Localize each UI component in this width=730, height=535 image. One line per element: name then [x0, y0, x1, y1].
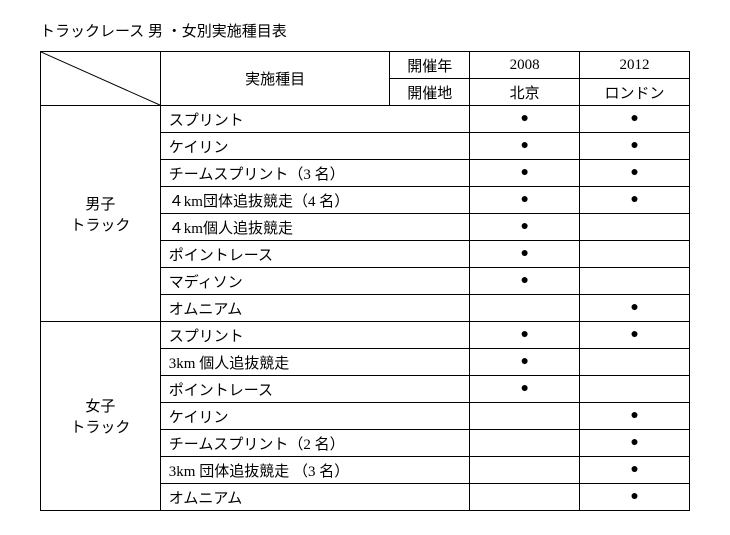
year-label: 開催年	[390, 52, 470, 79]
category-women-line1: 女子	[49, 395, 152, 416]
table-row: 男子 トラック スプリント ● ●	[41, 106, 690, 133]
diagonal-line-icon	[41, 52, 160, 105]
event-header: 実施種目	[160, 52, 390, 106]
mark-cell	[580, 349, 690, 376]
mark-cell: ●	[470, 349, 580, 376]
event-cell: 3km 個人追抜競走	[160, 349, 469, 376]
event-cell: ４km団体追抜競走（4 名）	[160, 187, 469, 214]
mark-cell: ●	[580, 160, 690, 187]
mark-cell	[470, 295, 580, 322]
mark-cell: ●	[470, 241, 580, 268]
mark-cell: ●	[470, 187, 580, 214]
year-2012: 2012	[580, 52, 690, 79]
mark-cell	[580, 214, 690, 241]
event-cell: ポイントレース	[160, 241, 469, 268]
mark-cell: ●	[470, 268, 580, 295]
event-cell: ４km個人追抜競走	[160, 214, 469, 241]
mark-cell	[470, 430, 580, 457]
mark-cell: ●	[580, 106, 690, 133]
event-cell: スプリント	[160, 322, 469, 349]
category-women: 女子 トラック	[41, 322, 161, 511]
category-men-line1: 男子	[49, 193, 152, 214]
diagonal-header-cell	[41, 52, 161, 106]
venue-2008: 北京	[470, 79, 580, 106]
event-cell: 3km 団体追抜競走 （3 名）	[160, 457, 469, 484]
mark-cell	[470, 484, 580, 511]
category-men-line2: トラック	[49, 214, 152, 235]
table-row: 女子 トラック スプリント ● ●	[41, 322, 690, 349]
event-cell: ポイントレース	[160, 376, 469, 403]
page-title: トラックレース 男 ・女別実施種目表	[40, 20, 690, 41]
mark-cell: ●	[580, 295, 690, 322]
mark-cell: ●	[470, 133, 580, 160]
mark-cell: ●	[470, 160, 580, 187]
events-table: 実施種目 開催年 2008 2012 開催地 北京 ロンドン 男子 トラック ス…	[40, 51, 690, 511]
mark-cell	[580, 376, 690, 403]
event-cell: ケイリン	[160, 133, 469, 160]
mark-cell: ●	[470, 106, 580, 133]
mark-cell: ●	[470, 322, 580, 349]
event-cell: オムニアム	[160, 295, 469, 322]
venue-label: 開催地	[390, 79, 470, 106]
mark-cell: ●	[470, 376, 580, 403]
category-men: 男子 トラック	[41, 106, 161, 322]
event-cell: ケイリン	[160, 403, 469, 430]
mark-cell: ●	[470, 214, 580, 241]
category-women-line2: トラック	[49, 416, 152, 437]
mark-cell: ●	[580, 322, 690, 349]
event-cell: マディソン	[160, 268, 469, 295]
mark-cell	[580, 268, 690, 295]
mark-cell: ●	[580, 133, 690, 160]
header-row-1: 実施種目 開催年 2008 2012	[41, 52, 690, 79]
mark-cell: ●	[580, 430, 690, 457]
event-cell: チームスプリント（3 名）	[160, 160, 469, 187]
mark-cell	[580, 241, 690, 268]
mark-cell: ●	[580, 484, 690, 511]
mark-cell	[470, 457, 580, 484]
mark-cell: ●	[580, 457, 690, 484]
mark-cell: ●	[580, 187, 690, 214]
mark-cell: ●	[580, 403, 690, 430]
event-cell: チームスプリント（2 名）	[160, 430, 469, 457]
year-2008: 2008	[470, 52, 580, 79]
venue-2012: ロンドン	[580, 79, 690, 106]
event-cell: スプリント	[160, 106, 469, 133]
mark-cell	[470, 403, 580, 430]
event-cell: オムニアム	[160, 484, 469, 511]
